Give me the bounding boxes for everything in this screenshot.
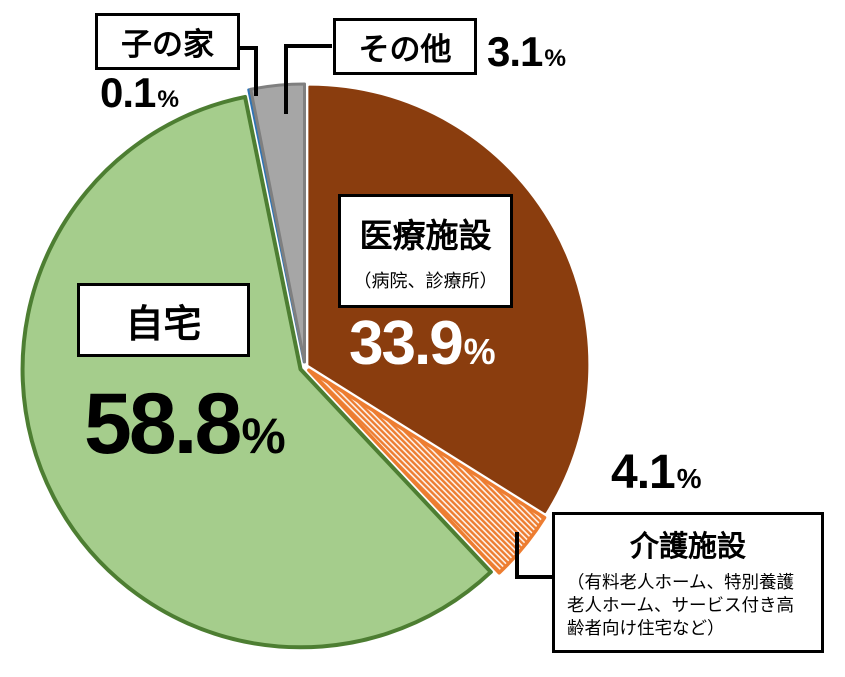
callout-box-home: 自宅 (77, 283, 250, 357)
percent-medical-facility: 33.9% (349, 313, 496, 375)
callout-sublabel-medical-facility: （病院、診療所） (353, 271, 498, 291)
callout-box-medical-facility: 医療施設 （病院、診療所） (338, 194, 513, 308)
percent-value: 58.8 (84, 376, 242, 472)
pie-slice-nursing-facility (307, 368, 547, 575)
pie-slice-home (20, 94, 493, 650)
pie-slices (20, 82, 589, 650)
percent-value: 3.1 (487, 28, 543, 75)
percent-sign: % (676, 463, 702, 494)
percent-value: 4.1 (611, 446, 676, 499)
callout-label-childs-home: 子の家 (121, 27, 214, 62)
callout-label-home: 自宅 (125, 303, 202, 346)
leader-line-nursing-facility (515, 532, 552, 579)
percent-value: 0.1 (100, 69, 156, 116)
percent-sign: % (241, 408, 285, 464)
percent-sign: % (463, 331, 496, 372)
percent-sign: % (544, 45, 566, 72)
percent-home: 58.8% (84, 381, 286, 467)
callout-box-other: その他 (333, 18, 477, 75)
leader-line-other (284, 44, 332, 114)
pie-slice-other (249, 82, 307, 364)
callout-label-medical-facility: 医療施設 (359, 217, 492, 254)
callout-label-other: その他 (358, 32, 452, 67)
percent-sign: % (157, 86, 179, 113)
percent-other: 3.1% (487, 28, 566, 75)
callout-box-nursing-facility: 介護施設 （有料老人ホーム、特別養護老人ホーム、サービス付き高齢者向け住宅など） (552, 512, 824, 653)
callout-label-nursing-facility: 介護施設 (629, 531, 746, 563)
callout-box-childs-home: 子の家 (95, 13, 240, 70)
leader-line-childs-home (240, 46, 258, 96)
percent-value: 33.9 (349, 309, 464, 378)
percent-nursing-facility: 4.1% (611, 446, 702, 499)
callout-sublabel-nursing-facility: （有料老人ホーム、特別養護老人ホーム、サービス付き高齢者向け住宅など） (567, 572, 794, 639)
percent-childs-home: 0.1% (100, 69, 179, 116)
